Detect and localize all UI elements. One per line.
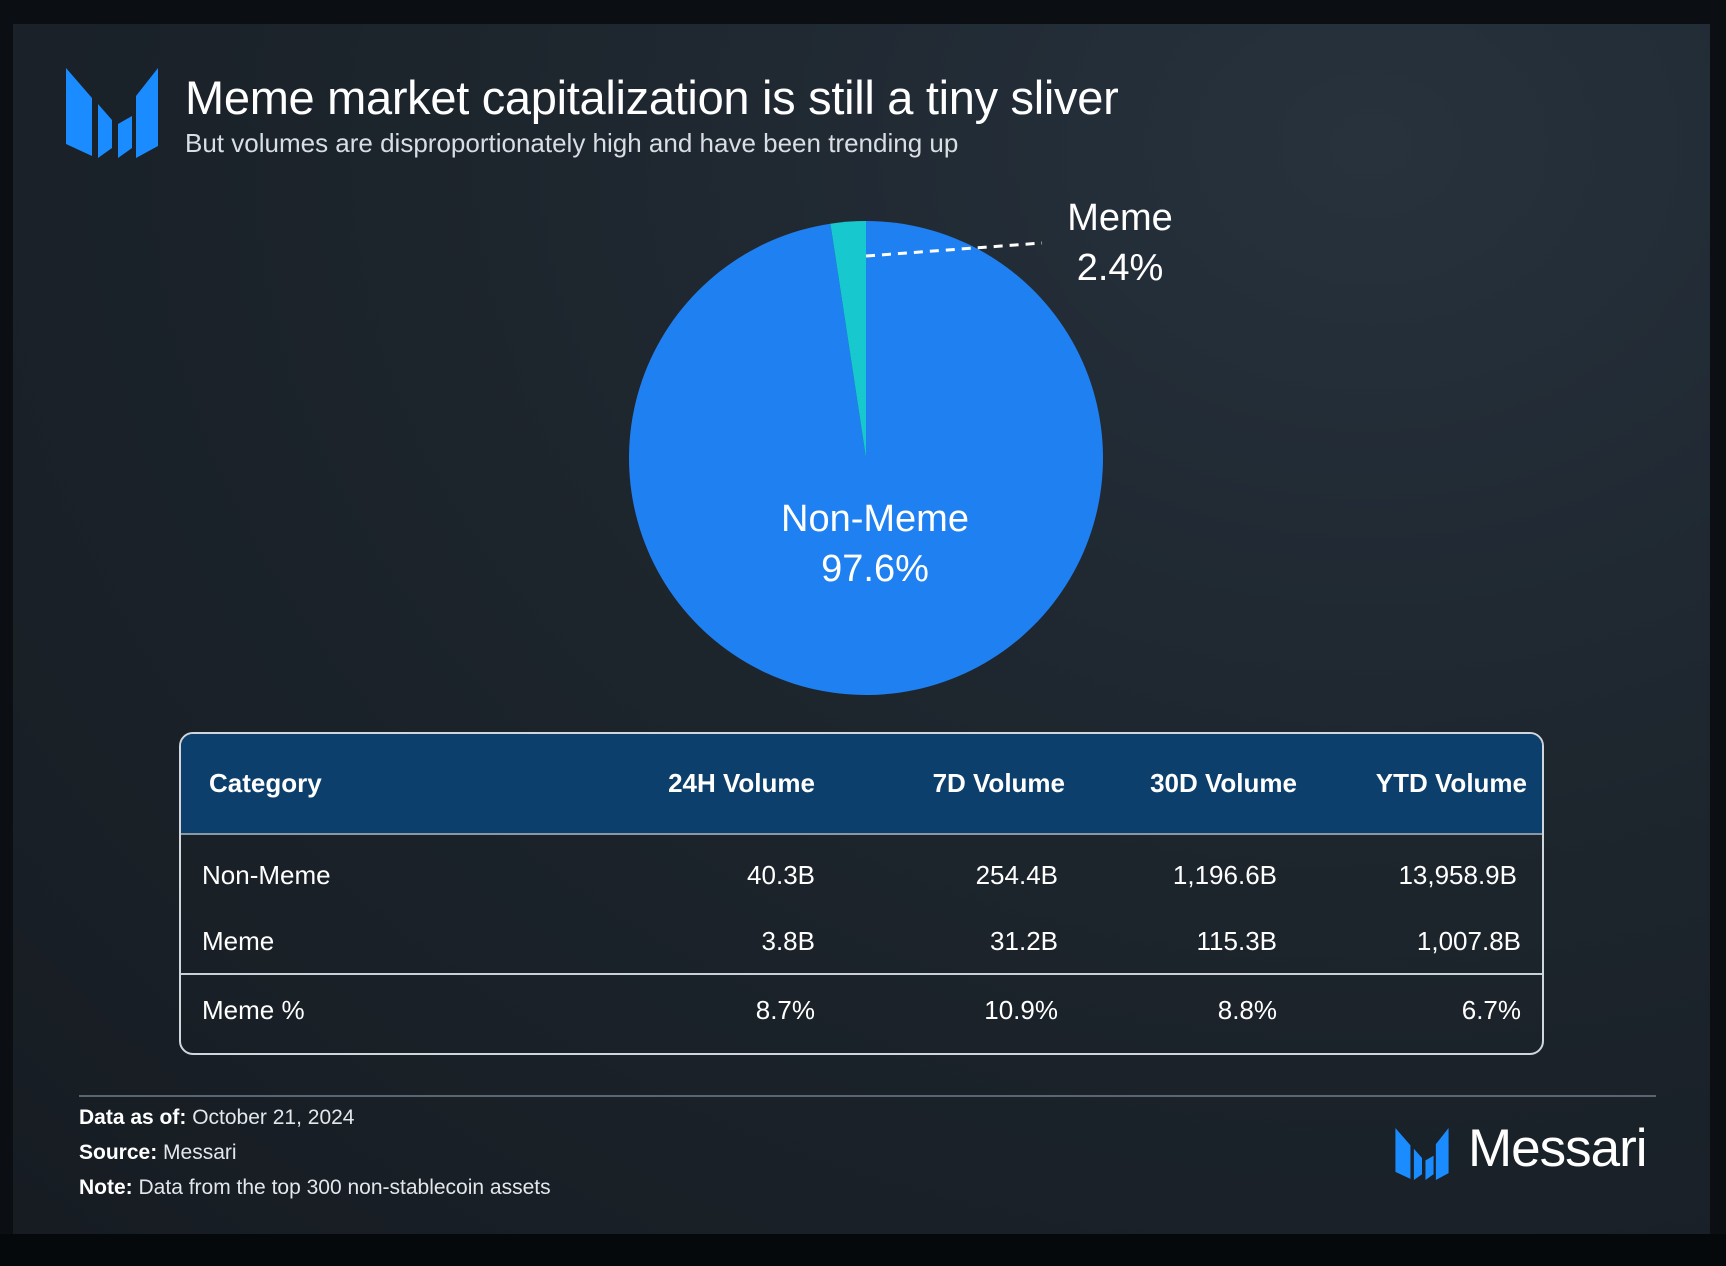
table-cell: Non-Meme bbox=[202, 860, 331, 890]
source-value: Messari bbox=[163, 1141, 237, 1164]
meme-slice-value: 2.4% bbox=[1076, 247, 1164, 289]
chart-subtitle: But volumes are disproportionately high … bbox=[185, 128, 959, 158]
data-as-of: Data as of: October 21, 2024 bbox=[79, 1106, 354, 1130]
header-7d-volume: 7D Volume bbox=[932, 768, 1065, 798]
note-label: Note: bbox=[79, 1176, 133, 1199]
meme-slice-label: Meme 2.4% bbox=[1040, 193, 1200, 293]
table-cell: 40.3B bbox=[747, 860, 815, 890]
table-cell: 115.3B bbox=[1196, 926, 1277, 956]
table-cell: 31.2B bbox=[990, 926, 1058, 956]
chart-title: Meme market capitalization is still a ti… bbox=[185, 71, 1119, 124]
data-as-of-value: October 21, 2024 bbox=[192, 1106, 355, 1129]
source-label: Source: bbox=[79, 1141, 158, 1164]
note-line: Note: Data from the top 300 non-stableco… bbox=[79, 1176, 551, 1200]
table-cell: 10.9% bbox=[984, 995, 1058, 1025]
non-meme-slice-value: 97.6% bbox=[821, 548, 929, 590]
messari-logo-icon bbox=[66, 68, 158, 158]
source-line: Source: Messari bbox=[79, 1141, 237, 1165]
footer-divider bbox=[79, 1095, 1656, 1097]
table-cell: 8.7% bbox=[755, 995, 815, 1025]
table-cell: 254.4B bbox=[975, 860, 1058, 890]
table-divider bbox=[181, 973, 1542, 975]
header-ytd-volume: YTD Volume bbox=[1375, 768, 1527, 798]
table-cell: 1,007.8B bbox=[1416, 926, 1521, 956]
header-24h-volume: 24H Volume bbox=[668, 768, 815, 798]
table-cell: 8.8% bbox=[1217, 995, 1277, 1025]
table-header-row: Category 24H Volume 7D Volume 30D Volume… bbox=[181, 734, 1542, 835]
table-cell: Meme bbox=[202, 926, 275, 956]
table-cell: 6.7% bbox=[1461, 995, 1521, 1025]
volume-table: Category 24H Volume 7D Volume 30D Volume… bbox=[179, 732, 1544, 1055]
messari-brand-icon bbox=[1395, 1128, 1449, 1180]
bottom-strip bbox=[0, 1234, 1726, 1266]
data-as-of-label: Data as of: bbox=[79, 1106, 187, 1129]
header-category: Category bbox=[209, 768, 322, 798]
messari-wordmark: Messari bbox=[1468, 1119, 1648, 1178]
non-meme-slice-name: Non-Meme bbox=[781, 498, 969, 540]
note-value: Data from the top 300 non-stablecoin ass… bbox=[138, 1176, 551, 1199]
table-cell: Meme % bbox=[202, 995, 305, 1025]
table-cell: 1,196.6B bbox=[1172, 860, 1277, 890]
meme-slice-name: Meme bbox=[1067, 197, 1173, 239]
table-cell: 13,958.9B bbox=[1398, 860, 1517, 890]
table-cell: 3.8B bbox=[761, 926, 816, 956]
non-meme-slice-label: Non-Meme 97.6% bbox=[740, 494, 1010, 594]
header-30d-volume: 30D Volume bbox=[1150, 768, 1297, 798]
